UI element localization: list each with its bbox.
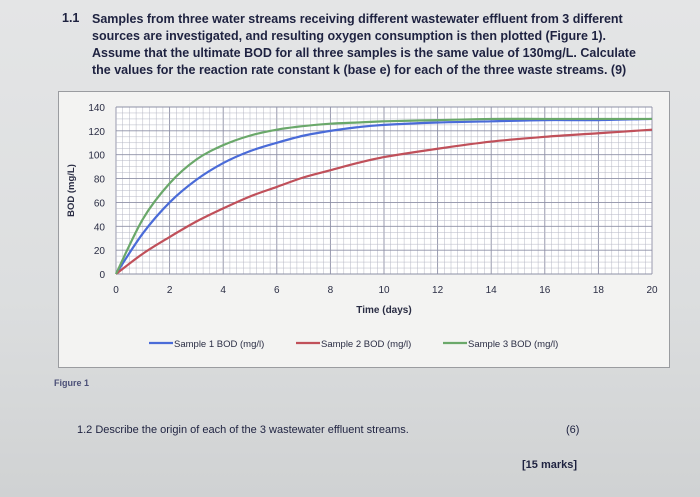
y-tick-label: 80: [94, 175, 106, 186]
y-tick-label: 120: [88, 127, 105, 138]
chart-frame: 0 20 40 60 80 100 120 140 0 2 4 6 8 10 12 14 16 18 20 Time …: [58, 91, 670, 368]
x-tick-label: 2: [167, 285, 173, 296]
x-tick-label: 14: [486, 285, 498, 296]
question-2-marks: (6): [566, 424, 580, 436]
x-tick-label: 8: [328, 285, 334, 296]
legend-label: Sample 1 BOD (mg/l): [174, 339, 264, 350]
x-tick-label: 4: [220, 285, 226, 296]
series-line-sample-1: [115, 117, 653, 275]
series-line-sample-2: [115, 128, 653, 275]
x-tick-label: 20: [646, 285, 658, 296]
question-text: Samples from three water streams receivi…: [92, 12, 636, 77]
y-tick-label: 0: [99, 270, 105, 281]
legend-label: Sample 2 BOD (mg/l): [321, 339, 411, 350]
question-number: 1.1: [62, 11, 80, 25]
bod-chart: 0 20 40 60 80 100 120 140 0 2 4 6 8 10 12 14 16 18 20 Time …: [66, 103, 658, 350]
legend-label: Sample 3 BOD (mg/l): [468, 339, 558, 350]
y-tick-label: 60: [94, 198, 106, 209]
y-tick-label: 140: [88, 103, 105, 114]
y-tick-label: 100: [88, 151, 105, 162]
x-tick-label: 12: [432, 285, 444, 296]
x-tick-label: 10: [378, 285, 390, 296]
y-tick-label: 40: [94, 222, 106, 233]
y-axis-label: BOD (mg/L): [66, 164, 77, 217]
x-axis-label: Time (days): [356, 305, 411, 316]
question-2-text: 1.2 Describe the origin of each of the 3…: [77, 424, 409, 436]
series-line-sample-3: [115, 117, 652, 275]
y-tick-label: 20: [94, 246, 106, 257]
x-tick-label: 18: [593, 285, 605, 296]
x-tick-label: 0: [113, 285, 119, 296]
figure-label: Figure 1: [54, 378, 90, 388]
total-marks: [15 marks]: [522, 459, 578, 471]
x-tick-label: 16: [539, 285, 551, 296]
x-tick-label: 6: [274, 285, 280, 296]
